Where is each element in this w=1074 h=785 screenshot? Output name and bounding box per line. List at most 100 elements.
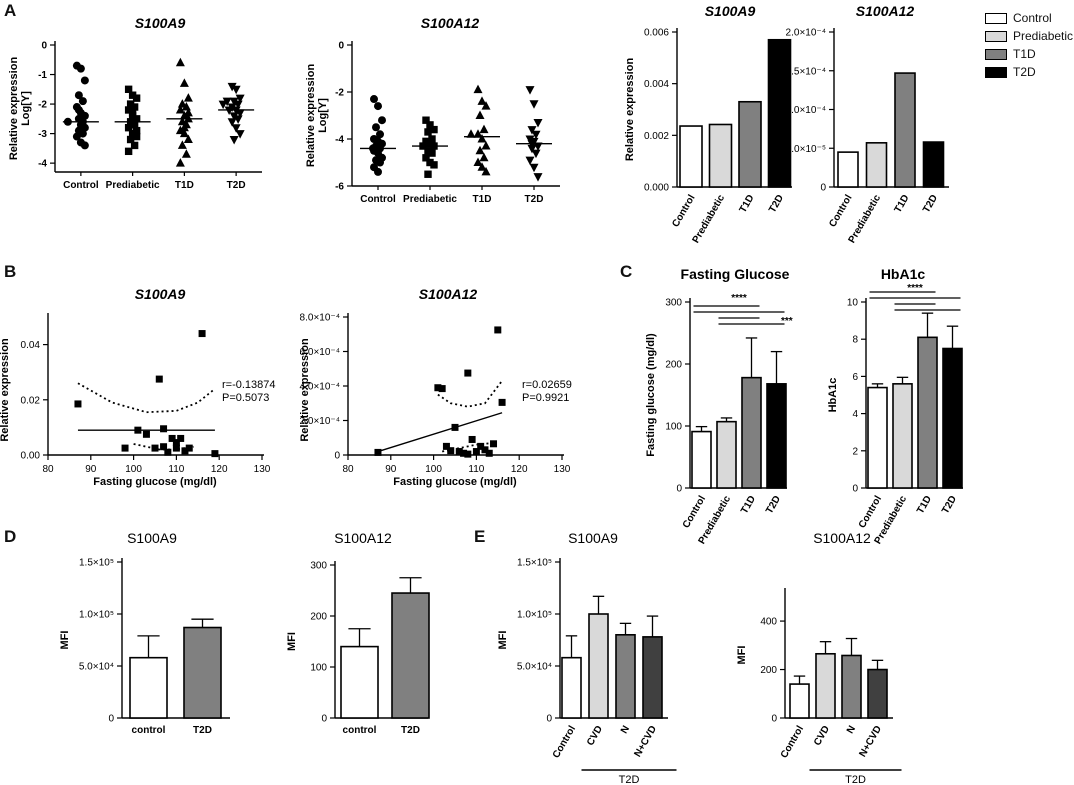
A1-point xyxy=(124,106,133,114)
A2-point xyxy=(426,121,434,129)
B2-ylabel: Relative expression xyxy=(299,338,311,442)
D1-ylabel: MFI xyxy=(59,631,71,650)
B1-point xyxy=(172,444,180,452)
B2-point xyxy=(494,326,502,334)
A2-title: S100A12 xyxy=(421,15,480,31)
D2-ytick-label: 100 xyxy=(310,663,327,674)
D2-title: S100A12 xyxy=(334,530,392,546)
B2-point xyxy=(468,435,476,443)
C1-ytick-label: 300 xyxy=(665,298,682,309)
A2-ylabel-2: Log[Y] xyxy=(317,98,329,133)
A3-xtick-label: T1D xyxy=(738,193,757,215)
B1-xtick-label: 120 xyxy=(211,464,228,475)
A1-point xyxy=(179,122,189,132)
A2-point xyxy=(525,135,535,144)
C2-ylabel: HbA1c xyxy=(827,378,839,413)
C2-significance-label: **** xyxy=(907,283,923,294)
C2-title: HbA1c xyxy=(881,266,926,282)
C2-ytick-label: 6 xyxy=(852,372,858,383)
A1-point xyxy=(126,100,135,108)
E2-xtick-label: CVD xyxy=(812,724,832,748)
A1-point xyxy=(177,140,187,149)
A1-xtick-label: T1D xyxy=(175,180,194,191)
B1-ytick-label: 0.04 xyxy=(21,340,41,351)
A1-point xyxy=(132,126,141,135)
C1-ylabel: Fasting glucose (mg/dl) xyxy=(645,333,657,457)
E1-group-label: T2D xyxy=(619,774,640,785)
E1-ytick-label: 1.5×10⁵ xyxy=(517,558,552,569)
B1-point xyxy=(168,434,176,442)
A1-point xyxy=(128,129,137,138)
D1-title: S100A9 xyxy=(127,530,177,546)
E1-ytick-label: 1.0×10⁵ xyxy=(517,610,552,621)
A2-xtick-label: T2D xyxy=(525,194,544,205)
C2-bar xyxy=(892,383,913,489)
B1-point xyxy=(160,425,168,433)
B1-point xyxy=(155,375,163,383)
A2-point xyxy=(376,130,384,139)
A1-point xyxy=(183,134,193,144)
legend-item-prediabetic: Prediabetic xyxy=(985,27,1073,45)
B1-xlabel: Fasting glucose (mg/dl) xyxy=(93,476,217,488)
A2-point xyxy=(479,124,489,134)
A2-point xyxy=(477,96,487,105)
B2-annotation-r: r=0.02659 xyxy=(522,379,572,391)
D1-xtick-label: control xyxy=(132,725,166,736)
A2-ytick-label: -2 xyxy=(335,88,344,99)
B2-ci-upper xyxy=(437,380,503,408)
legend-item-t1d: T1D xyxy=(985,45,1073,63)
A1-point xyxy=(229,112,239,121)
E2-xtick-label: Control xyxy=(779,724,806,760)
A2-point xyxy=(529,100,539,109)
B2-point xyxy=(485,449,493,457)
legend: Control Prediabetic T1D T2D xyxy=(985,9,1073,81)
A1-point xyxy=(128,91,137,99)
A1-point xyxy=(130,121,139,129)
B1-xtick-label: 100 xyxy=(125,464,142,475)
E2-title: S100A12 xyxy=(813,530,871,546)
B2-point xyxy=(447,447,455,455)
C2-bar xyxy=(917,336,938,489)
E1-title: S100A9 xyxy=(568,530,618,546)
E2-xtick-label: N+CVD xyxy=(857,724,884,759)
C2-bar xyxy=(867,386,888,489)
E2-ytick-label: 200 xyxy=(760,665,777,676)
D1-ytick-label: 1.0×10⁵ xyxy=(79,610,114,621)
C1-xtick-label: T1D xyxy=(739,494,758,516)
A2-point xyxy=(426,140,434,148)
A2-ylabel: Relative expression xyxy=(305,64,317,168)
A2-point xyxy=(370,95,378,104)
C2-xtick-label: T2D xyxy=(940,494,959,516)
A2-point xyxy=(533,173,543,182)
A1-point xyxy=(74,105,83,114)
B1-xtick-label: 110 xyxy=(168,464,184,475)
A1-point xyxy=(183,107,193,117)
A4-ytick-label: 0 xyxy=(820,183,826,194)
A4-xtick-label: T1D xyxy=(893,193,912,215)
B2-point xyxy=(460,449,468,457)
B1-ytick-label: 0.02 xyxy=(21,395,41,406)
D2-xtick-label: control xyxy=(343,725,377,736)
B1-xtick-label: 130 xyxy=(254,464,271,475)
A1-point xyxy=(235,109,245,118)
A1-point xyxy=(229,97,239,107)
A1-point xyxy=(229,136,239,145)
A2-point xyxy=(525,86,535,95)
A1-point xyxy=(74,91,83,100)
A1-point xyxy=(233,100,243,110)
A1-xtick-label: T2D xyxy=(227,180,246,191)
E1-bar xyxy=(588,613,609,719)
A4-ytick-label: 2.0×10⁻⁴ xyxy=(786,28,826,39)
B1-point xyxy=(181,447,189,455)
A1-point xyxy=(80,76,89,85)
A2-point xyxy=(531,149,541,159)
A4-xtick-label: Control xyxy=(827,193,854,229)
B2-xtick-label: 100 xyxy=(425,464,442,475)
A2-point xyxy=(475,145,485,155)
A1-point xyxy=(124,147,133,156)
legend-swatch-t2d xyxy=(985,66,1007,78)
A3-bar xyxy=(679,125,703,188)
A1-point xyxy=(224,106,234,115)
legend-item-t2d: T2D xyxy=(985,63,1073,81)
